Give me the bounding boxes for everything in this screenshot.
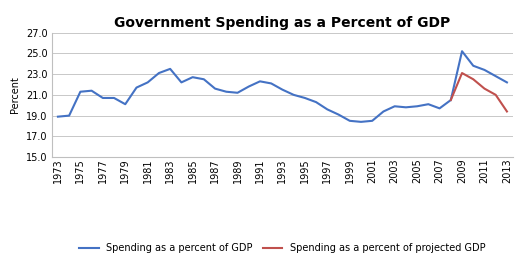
Spending as a percent of GDP [257,80,263,83]
Spending as a percent of GDP [66,114,72,117]
Spending as a percent of GDP [212,87,218,90]
Spending as a percent of GDP [470,64,476,67]
Spending as a percent of GDP [481,68,487,72]
Spending as a percent of GDP [144,81,151,84]
Legend: Spending as a percent of GDP, Spending as a percent of projected GDP: Spending as a percent of GDP, Spending a… [75,239,490,257]
Spending as a percent of GDP [403,106,409,109]
Spending as a percent of GDP [223,90,230,93]
Spending as a percent of GDP [448,98,454,102]
Spending as a percent of GDP [392,105,398,108]
Spending as a percent of GDP [167,67,173,70]
Spending as a percent of GDP [504,81,510,84]
Spending as a percent of GDP [493,75,499,78]
Spending as a percent of GDP [358,120,364,124]
Spending as a percent of GDP [302,96,308,100]
Spending as a percent of GDP [380,110,386,113]
Spending as a percent of projected GDP [470,78,476,81]
Spending as a percent of GDP [55,115,61,118]
Spending as a percent of projected GDP [448,98,454,102]
Spending as a percent of GDP [268,82,275,85]
Spending as a percent of GDP [335,113,342,116]
Spending as a percent of GDP [436,107,442,110]
Spending as a percent of GDP [347,119,353,122]
Spending as a percent of GDP [111,96,117,100]
Spending as a percent of GDP [178,81,185,84]
Spending as a percent of GDP [246,85,252,88]
Spending as a percent of GDP [88,89,95,92]
Line: Spending as a percent of projected GDP: Spending as a percent of projected GDP [451,73,507,111]
Spending as a percent of GDP [459,50,465,53]
Spending as a percent of GDP [279,88,286,91]
Spending as a percent of GDP [313,101,319,104]
Title: Government Spending as a Percent of GDP: Government Spending as a Percent of GDP [115,16,450,30]
Spending as a percent of GDP [122,103,129,106]
Spending as a percent of GDP [100,96,106,100]
Spending as a percent of projected GDP [481,87,487,90]
Spending as a percent of projected GDP [493,93,499,96]
Spending as a percent of projected GDP [459,72,465,75]
Spending as a percent of GDP [156,72,162,75]
Spending as a percent of GDP [290,93,297,96]
Spending as a percent of projected GDP [504,110,510,113]
Spending as a percent of GDP [414,105,420,108]
Spending as a percent of GDP [201,78,207,81]
Line: Spending as a percent of GDP: Spending as a percent of GDP [58,51,507,122]
Spending as a percent of GDP [324,108,331,111]
Spending as a percent of GDP [189,76,196,79]
Spending as a percent of GDP [133,86,140,89]
Spending as a percent of GDP [369,119,376,122]
Spending as a percent of GDP [77,90,84,93]
Spending as a percent of GDP [425,103,431,106]
Y-axis label: Percent: Percent [10,76,20,113]
Spending as a percent of GDP [234,91,241,94]
